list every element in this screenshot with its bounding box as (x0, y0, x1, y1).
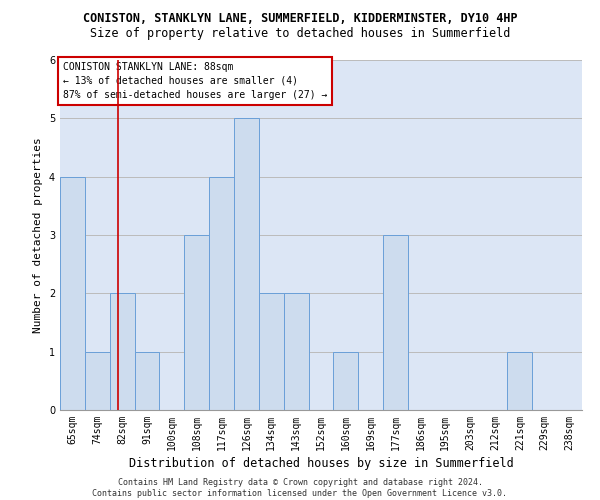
Text: CONISTON STANKLYN LANE: 88sqm
← 13% of detached houses are smaller (4)
87% of se: CONISTON STANKLYN LANE: 88sqm ← 13% of d… (62, 62, 327, 100)
Bar (85, 352, 110, 410)
Bar (234, 118, 259, 410)
Bar (508, 352, 532, 410)
Text: Contains HM Land Registry data © Crown copyright and database right 2024.
Contai: Contains HM Land Registry data © Crown c… (92, 478, 508, 498)
Bar (134, 352, 160, 410)
Bar (184, 235, 209, 410)
Bar (259, 294, 284, 410)
Text: CONISTON, STANKLYN LANE, SUMMERFIELD, KIDDERMINSTER, DY10 4HP: CONISTON, STANKLYN LANE, SUMMERFIELD, KI… (83, 12, 517, 26)
Bar (110, 294, 134, 410)
Text: Size of property relative to detached houses in Summerfield: Size of property relative to detached ho… (90, 28, 510, 40)
Bar (284, 294, 308, 410)
Bar (209, 176, 234, 410)
Bar (60, 176, 85, 410)
Bar (334, 352, 358, 410)
X-axis label: Distribution of detached houses by size in Summerfield: Distribution of detached houses by size … (128, 457, 514, 470)
Y-axis label: Number of detached properties: Number of detached properties (34, 137, 43, 333)
Bar (383, 235, 408, 410)
